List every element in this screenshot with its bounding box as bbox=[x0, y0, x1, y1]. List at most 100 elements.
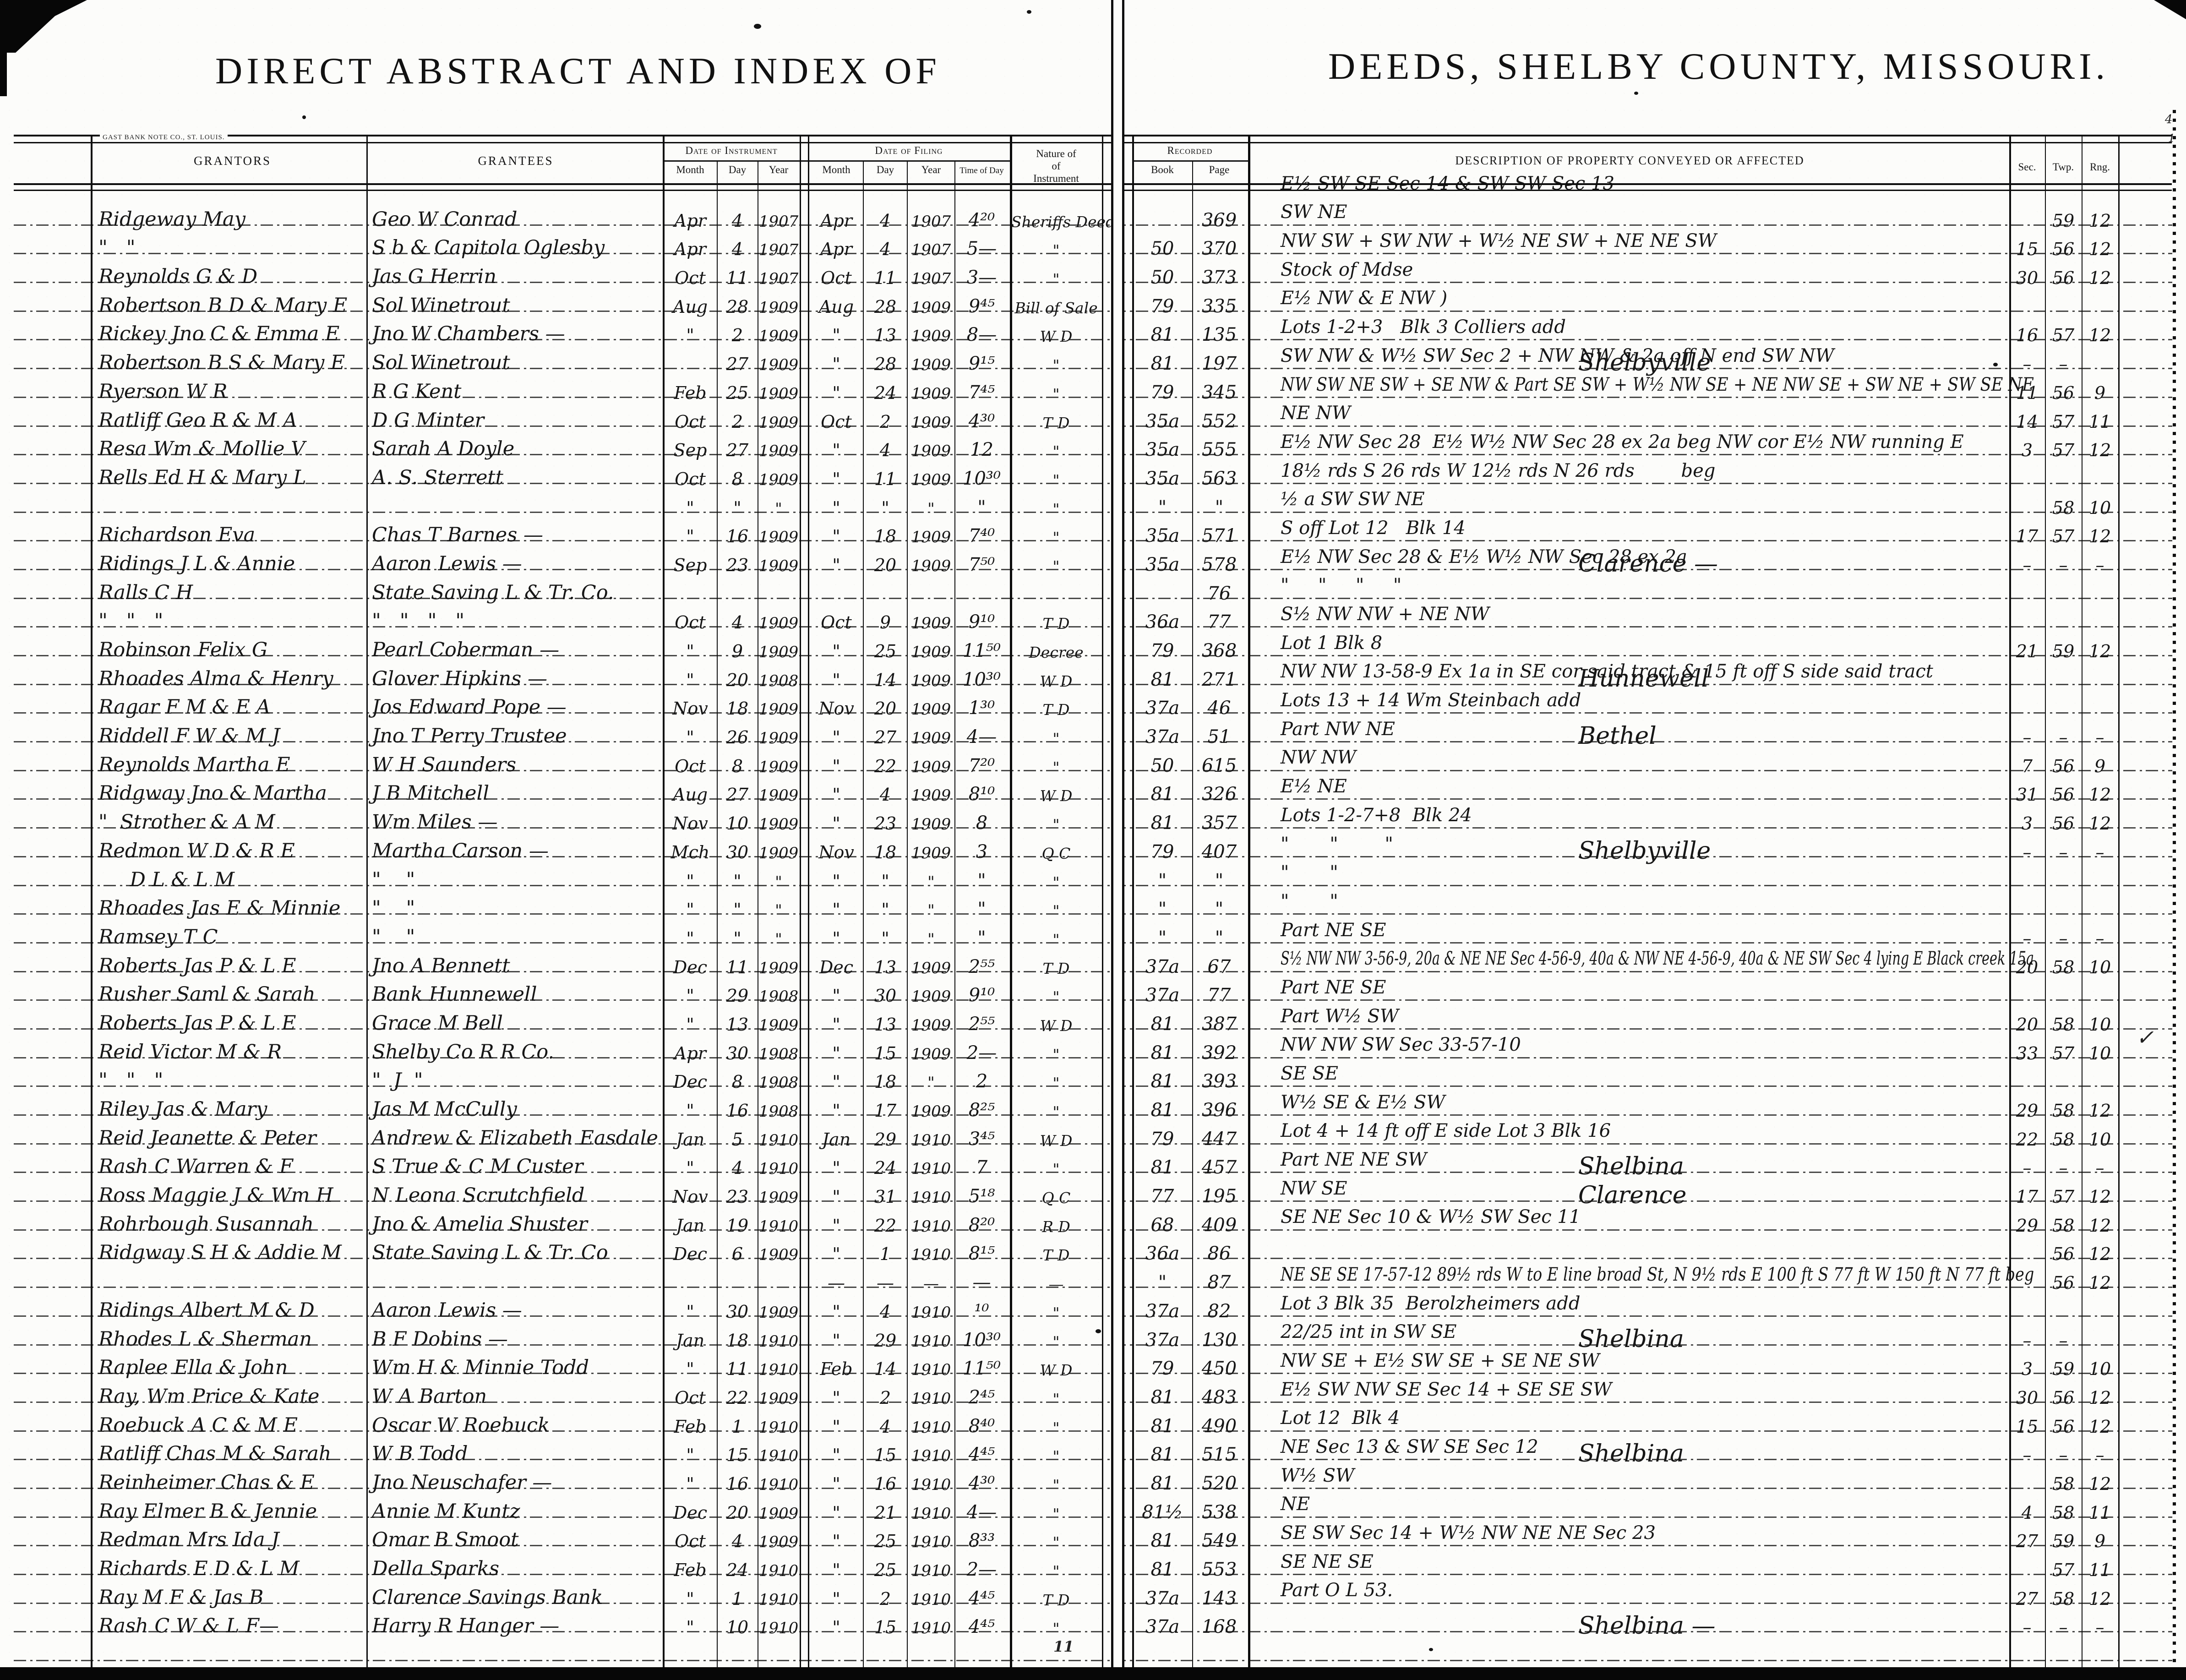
filing-time-cell: 3— bbox=[966, 267, 997, 289]
description-cell: NE bbox=[1281, 1494, 1310, 1515]
page-cell: 555 bbox=[1201, 439, 1237, 461]
description-cell: SW NE bbox=[1281, 202, 1347, 223]
filing-month-cell: " bbox=[832, 928, 840, 949]
instrument-day-cell: 25 bbox=[726, 382, 749, 403]
description-cell: Lot 4 + 14 ft off E side Lot 3 Blk 16 Sh… bbox=[1281, 1120, 1684, 1181]
sec-cell: 31 bbox=[2016, 785, 2039, 805]
filing-time-cell: 4— bbox=[966, 726, 997, 748]
instrument-month-cell: Aug bbox=[672, 785, 708, 805]
description-cell: NE Sec 13 & SW SE Sec 12 bbox=[1281, 1436, 1538, 1457]
instrument-day-cell: 1 bbox=[731, 1416, 743, 1437]
nature-cell: " bbox=[1052, 1620, 1060, 1638]
table-row: Ridings Albert M & D Aaron Lewis — " 30 … bbox=[0, 1265, 2186, 1320]
instrument-day-cell: 16 bbox=[726, 1101, 749, 1121]
table-row: Richards E D & L M Della Sparks Feb 24 1… bbox=[0, 1524, 2186, 1579]
instrument-month-cell: Apr bbox=[674, 239, 706, 260]
instrument-year-cell: 1908 bbox=[758, 671, 799, 690]
corner-pencil-mark-bottom: 1 bbox=[2168, 132, 2175, 145]
grantor-cell: Redmon W D & R E bbox=[98, 839, 295, 862]
book-cell: 81 bbox=[1150, 1444, 1174, 1466]
grantor-cell: Rash C Warren & F bbox=[98, 1155, 293, 1178]
filing-day-cell: " bbox=[881, 871, 889, 891]
table-row: Ramsey T C " " " " " " " " " " " " " " –… bbox=[0, 892, 2186, 949]
filing-time-cell: 8¹⁰ bbox=[968, 784, 995, 805]
column-header-filing-year: Year bbox=[921, 164, 941, 175]
grantee-cell: Geo W Conrad bbox=[372, 207, 518, 231]
grantee-cell: Jno A Bennett bbox=[372, 954, 510, 977]
book-cell: 79 bbox=[1150, 295, 1174, 317]
filing-year-cell: 1909 bbox=[911, 614, 951, 633]
filing-time-cell: 4— bbox=[966, 1501, 997, 1523]
filing-time-cell: 9¹⁵ bbox=[968, 353, 995, 375]
column-header-page: Page bbox=[1209, 164, 1230, 175]
grantor-cell: Richards E D & L M bbox=[98, 1557, 300, 1580]
grantee-cell: Jno & Amelia Shuster bbox=[372, 1212, 588, 1236]
page-cell: 335 bbox=[1201, 295, 1237, 317]
grantor-cell: Ralls C H bbox=[98, 581, 193, 604]
book-cell: 35a bbox=[1145, 525, 1180, 547]
book-cell: 37a bbox=[1145, 1616, 1180, 1638]
grantor-cell: Rells Ed H & Mary L bbox=[98, 466, 306, 489]
nature-line1: Nature of bbox=[1036, 148, 1076, 159]
grantor-cell: " Strother & A M bbox=[98, 811, 275, 834]
page-cell: 345 bbox=[1201, 382, 1237, 403]
page-cell: 538 bbox=[1201, 1501, 1237, 1523]
book-cell: 81 bbox=[1150, 1415, 1174, 1437]
grantee-cell: Grace M Bell bbox=[372, 1011, 503, 1035]
filing-day-cell: 23 bbox=[874, 813, 897, 834]
page-cell: 143 bbox=[1201, 1587, 1237, 1609]
filing-year-cell: 1909 bbox=[911, 987, 951, 1006]
grantee-cell bbox=[372, 1272, 660, 1292]
town-annotation: Shelbina bbox=[1578, 1325, 1684, 1353]
page-cell: 571 bbox=[1201, 525, 1237, 547]
description-cell: W½ SE & E½ SW bbox=[1281, 1091, 1445, 1113]
table-row: Roberts Jas P & L E Jno A Bennett Dec 11… bbox=[0, 921, 2186, 976]
nature-cell: — bbox=[1048, 1275, 1064, 1293]
instrument-day-cell: 10 bbox=[726, 1617, 749, 1638]
filing-year-cell: 1909 bbox=[911, 671, 951, 690]
grantee-cell: Wm Miles — bbox=[372, 811, 498, 834]
description-cell: Part NE SE bbox=[1281, 976, 1386, 998]
rng-cell: 12 bbox=[2088, 1588, 2111, 1609]
grantee-cell: J B Mitchell bbox=[372, 782, 489, 805]
twp-cell: 57 bbox=[2052, 526, 2075, 547]
grantor-cell: Ridgway S H & Addie M bbox=[98, 1241, 342, 1265]
column-header-instrument-month: Month bbox=[676, 164, 704, 175]
filing-year-cell: 1910 bbox=[911, 1562, 951, 1580]
filing-day-cell: 4 bbox=[879, 239, 891, 260]
nature-cell: T D bbox=[1042, 701, 1070, 719]
filing-day-cell: 29 bbox=[874, 1330, 897, 1351]
grantor-cell: Robertson B S & Mary E bbox=[98, 351, 345, 375]
column-header-date-of-instrument: Date of Instrument bbox=[685, 145, 778, 156]
instrument-month-cell: " bbox=[686, 727, 694, 748]
grantee-cell: " J " bbox=[372, 1069, 423, 1092]
grantor-cell: Riley Jas & Mary bbox=[98, 1098, 267, 1121]
twp-cell: 58 bbox=[2052, 1101, 2075, 1121]
filing-time-cell: 8²⁵ bbox=[968, 1100, 995, 1121]
sec-cell: – bbox=[2022, 928, 2032, 949]
filing-month-cell: " bbox=[832, 1588, 840, 1609]
page-cell: 552 bbox=[1201, 410, 1237, 432]
filing-day-cell: 30 bbox=[874, 986, 897, 1006]
twp-cell: 56 bbox=[2052, 785, 2075, 805]
table-row: Rash C W & L F— Harry R Hanger — " 10 19… bbox=[0, 1581, 2186, 1638]
twp-cell: 58 bbox=[2052, 1473, 2075, 1494]
instrument-day-cell: 30 bbox=[726, 842, 749, 862]
description-cell: NW SW + SW NW + W½ NE SW + NE NE SW bbox=[1281, 230, 1717, 252]
page-cell: 87 bbox=[1207, 1272, 1231, 1293]
grantee-cell: Della Sparks bbox=[372, 1557, 500, 1580]
description-cell: SE SW Sec 14 + W½ NW NE NE Sec 23 bbox=[1281, 1522, 1656, 1544]
filing-time-cell: 2 bbox=[976, 1071, 988, 1092]
column-header-instrument-year: Year bbox=[769, 164, 789, 175]
grantee-cell: S True & C M Custer bbox=[372, 1155, 583, 1178]
filing-day-cell: 22 bbox=[874, 1215, 897, 1236]
description-cell: E½ NE bbox=[1281, 776, 1347, 797]
filing-year-cell: 1909 bbox=[911, 1045, 951, 1064]
filing-time-cell: 4³⁰ bbox=[968, 1473, 995, 1494]
filing-month-cell: " bbox=[832, 900, 840, 920]
table-row: Ray M F & Jas B Clarence Savings Bank " … bbox=[0, 1553, 2186, 1608]
nature-cell: T D bbox=[1042, 1591, 1070, 1609]
filing-month-cell: " bbox=[832, 670, 840, 690]
description-cell: " " bbox=[1281, 890, 1338, 912]
filing-year-cell: 1909 bbox=[911, 528, 951, 547]
